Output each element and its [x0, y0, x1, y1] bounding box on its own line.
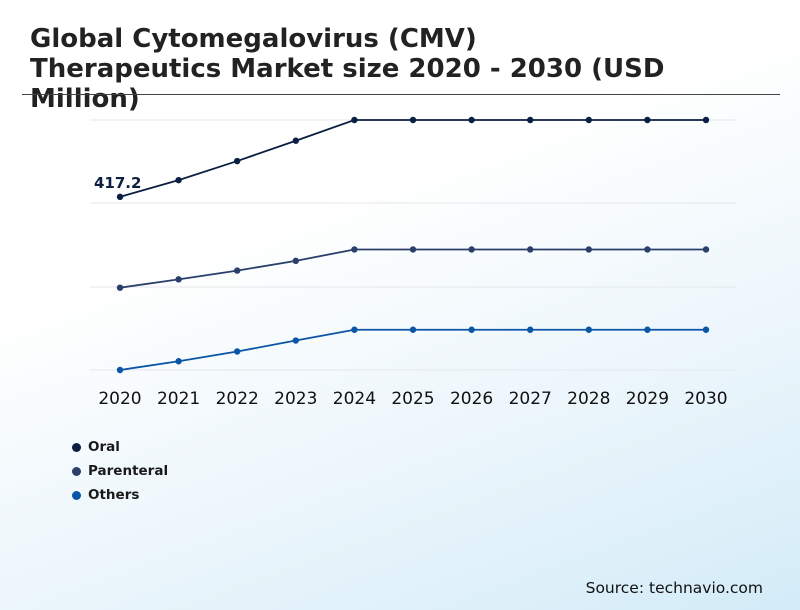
legend-label-others: Others [88, 487, 140, 503]
x-tick-label-2023: 2023 [274, 389, 317, 409]
point-oral-2030 [702, 116, 710, 124]
point-oral-2023 [292, 137, 299, 144]
legend-item-parenteral: Parenteral [72, 459, 168, 483]
legend-item-others: Others [72, 483, 168, 507]
point-parenteral-2030 [702, 246, 710, 253]
point-oral-2024 [351, 116, 358, 124]
legend-label-oral: Oral [88, 439, 120, 455]
point-oral-2029 [644, 116, 651, 124]
x-tick-label-2027: 2027 [509, 389, 552, 409]
point-parenteral-2024 [351, 246, 358, 253]
point-others-2026 [468, 326, 475, 333]
point-others-2021 [175, 358, 182, 365]
point-parenteral-2029 [644, 246, 651, 253]
legend-marker-oral [72, 442, 81, 452]
point-oral-2025 [409, 116, 417, 124]
point-others-2028 [585, 326, 592, 333]
point-others-2022 [234, 348, 241, 355]
point-oral-2026 [468, 116, 475, 124]
x-tick-label-2022: 2022 [216, 389, 259, 409]
point-others-2023 [292, 337, 299, 344]
legend-item-oral: Oral [72, 435, 168, 459]
point-others-2030 [702, 326, 710, 333]
point-others-2025 [409, 326, 417, 333]
series-line-oral [119, 119, 706, 198]
x-tick-label-2028: 2028 [567, 389, 610, 409]
point-oral-2028 [585, 116, 592, 124]
legend-label-parenteral: Parenteral [88, 463, 169, 479]
point-others-2024 [351, 326, 358, 333]
point-parenteral-2027 [527, 246, 534, 253]
point-others-2027 [527, 326, 534, 333]
chart-title: Global Cytomegalovirus (CMV) Therapeutic… [30, 24, 665, 114]
point-oral-2021 [175, 176, 182, 184]
x-tick-label-2024: 2024 [333, 389, 376, 409]
x-tick-label-2026: 2026 [450, 389, 493, 409]
point-others-2020 [116, 366, 124, 374]
legend: Oral Parenteral Others [72, 435, 168, 507]
series-line-others [119, 328, 706, 371]
point-parenteral-2028 [585, 246, 592, 253]
point-oral-2027 [527, 116, 534, 124]
x-tick-label-2029: 2029 [626, 389, 669, 409]
point-parenteral-2020 [116, 284, 124, 291]
point-parenteral-2023 [292, 257, 299, 265]
series-line-parenteral [119, 248, 706, 289]
data-label-oral-2020: 417.2 [94, 174, 141, 192]
x-tick-label-2030: 2030 [684, 389, 727, 409]
point-oral-2022 [234, 157, 241, 165]
point-others-2029 [644, 326, 651, 333]
point-parenteral-2021 [175, 276, 182, 283]
x-tick-label-2020: 2020 [98, 389, 141, 409]
source-note: Source: technavio.com [585, 579, 763, 597]
point-parenteral-2026 [468, 246, 475, 253]
legend-marker-others [72, 490, 81, 500]
point-oral-2020 [116, 193, 124, 201]
title-divider [22, 94, 780, 95]
x-tick-label-2021: 2021 [157, 389, 200, 409]
x-tick-label-2025: 2025 [391, 389, 434, 409]
point-parenteral-2025 [409, 246, 417, 253]
legend-marker-parenteral [72, 466, 81, 476]
point-parenteral-2022 [234, 267, 241, 274]
